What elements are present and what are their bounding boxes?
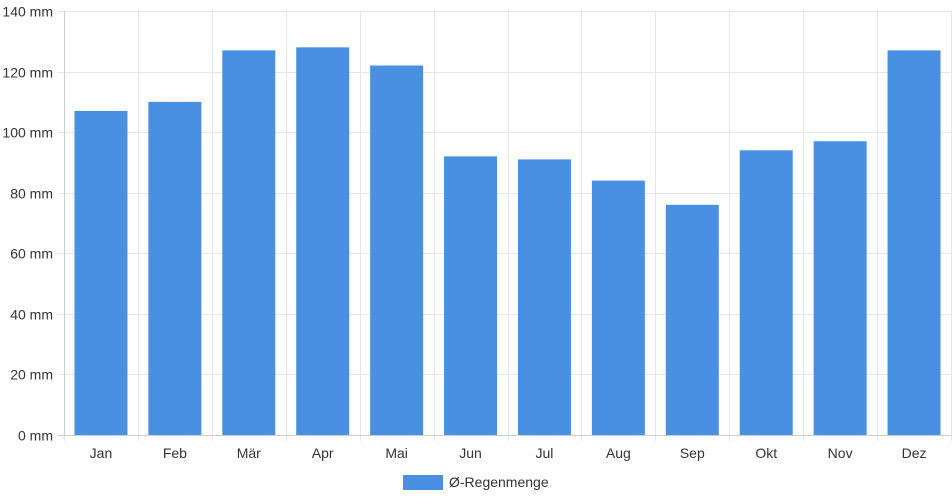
bar-jan[interactable] xyxy=(74,110,128,435)
bar-feb[interactable] xyxy=(148,101,202,436)
bar-mär[interactable] xyxy=(222,50,276,436)
y-tick-label: 0 mm xyxy=(18,428,53,444)
axes: 0 mm 20 mm 40 mm 60 mm 80 mm 100 mm 120 mm 140 … xyxy=(2,4,951,461)
x-tick-label: Mai xyxy=(385,445,408,461)
bar-aug[interactable] xyxy=(591,180,645,435)
grid-lines xyxy=(58,11,952,441)
y-tick-label: 60 mm xyxy=(10,246,53,262)
x-tick-label: Jun xyxy=(459,445,482,461)
x-tick-label: Mär xyxy=(237,445,261,461)
x-tick-label: Jul xyxy=(536,445,554,461)
bar-jun[interactable] xyxy=(444,156,498,435)
x-tick-label: Nov xyxy=(828,445,853,461)
bar-apr[interactable] xyxy=(296,47,350,436)
x-tick-label: Aug xyxy=(606,445,631,461)
y-tick-label: 100 mm xyxy=(2,125,53,141)
y-tick-label: 120 mm xyxy=(2,65,53,81)
y-tick-label: 40 mm xyxy=(10,307,53,323)
legend-swatch xyxy=(403,475,443,490)
bar-mai[interactable] xyxy=(370,65,424,435)
bars xyxy=(74,47,941,436)
x-tick-label: Sep xyxy=(680,445,705,461)
x-tick-label: Okt xyxy=(755,445,777,461)
x-tick-label: Apr xyxy=(312,445,334,461)
x-tick-label: Dez xyxy=(902,445,927,461)
x-tick-label: Feb xyxy=(163,445,187,461)
legend-item[interactable]: Ø-Regenmenge xyxy=(403,474,549,490)
y-tick-label: 140 mm xyxy=(2,4,53,20)
bar-okt[interactable] xyxy=(739,150,793,435)
x-tick-label: Jan xyxy=(90,445,113,461)
legend[interactable]: Ø-Regenmenge xyxy=(403,474,549,490)
y-tick-label: 80 mm xyxy=(10,186,53,202)
bar-sep[interactable] xyxy=(665,204,719,435)
bar-dez[interactable] xyxy=(887,50,941,436)
legend-label: Ø-Regenmenge xyxy=(449,474,549,490)
bar-nov[interactable] xyxy=(813,141,867,436)
y-tick-label: 20 mm xyxy=(10,367,53,383)
bar-jul[interactable] xyxy=(517,159,571,435)
